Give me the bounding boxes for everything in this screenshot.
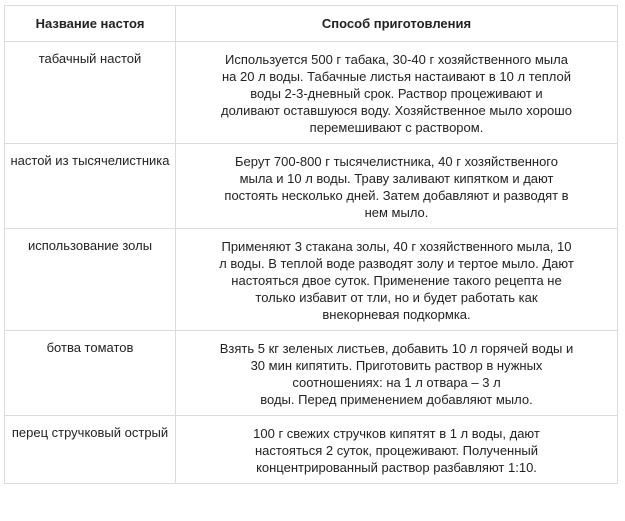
method-line: доливают оставшуюся воду. Хозяйственное … <box>221 103 572 118</box>
table-row: использование золы Применяют 3 стакана зо… <box>4 228 618 331</box>
header-row: Название настоя Способ приготовления <box>4 5 618 42</box>
table-row: перец стручковый острый 100 г свежих стру… <box>4 415 618 484</box>
infusion-name: табачный настой <box>4 41 176 144</box>
header-name: Название настоя <box>4 5 176 42</box>
method-line: мыла и 10 л воды. Траву заливают кипятко… <box>239 171 554 186</box>
infusion-name: ботва томатов <box>4 330 176 416</box>
method-line: настояться 2 суток, процеживают. Получен… <box>254 443 539 458</box>
method-line: на 20 л воды. Табачные листья настаивают… <box>221 69 571 84</box>
table-row: табачный настой Используется 500 г табака… <box>4 41 618 144</box>
preparation-method: Взять 5 кг зеленых листьев, добавить 10 … <box>175 330 618 416</box>
preparation-method: Используется 500 г табака, 30-40 г хозяй… <box>175 41 618 144</box>
method-line: только избавит от тли, но и будет работа… <box>255 290 538 305</box>
method-line: настояться двое суток. Применение такого… <box>231 273 562 288</box>
method-line: постоять несколько дней. Затем добавляют… <box>224 188 569 203</box>
method-line: Взять 5 кг зеленых листьев, добавить 10 … <box>219 341 574 356</box>
method-line: 100 г свежих стручков кипятят в 1 л воды… <box>253 426 540 441</box>
method-line: воды. Перед применением добавляют мыло. <box>260 392 533 407</box>
header-method: Способ приготовления <box>175 5 618 42</box>
preparation-method: Применяют 3 стакана золы, 40 г хозяйстве… <box>175 228 618 331</box>
method-line: перемешивают с раствором. <box>309 120 484 135</box>
infusions-table: Название настоя Способ приготовления таб… <box>4 5 618 484</box>
preparation-method: Берут 700-800 г тысячелистника, 40 г хоз… <box>175 143 618 229</box>
method-line: Используется 500 г табака, 30-40 г хозяй… <box>225 52 568 67</box>
table-row: ботва томатов Взять 5 кг зеленых листьев,… <box>4 330 618 416</box>
preparation-method: 100 г свежих стручков кипятят в 1 л воды… <box>175 415 618 484</box>
table-row: настой из тысячелистника Берут 700-800 г … <box>4 143 618 229</box>
method-line: нем мыло. <box>364 205 429 220</box>
infusion-name: использование золы <box>4 228 176 331</box>
method-line: концентрированный раствор разбавляют 1:1… <box>256 460 537 475</box>
method-line: внекорневая подкормка. <box>322 307 471 322</box>
method-line: воды 2-3-дневный срок. Раствор процежива… <box>250 86 543 101</box>
infusion-name: перец стручковый острый <box>4 415 176 484</box>
method-line: Берут 700-800 г тысячелистника, 40 г хоз… <box>234 154 558 169</box>
method-line: л воды. В теплой воде разводят золу и те… <box>219 256 574 271</box>
method-line: 30 мин кипятить. Приготовить раствор в н… <box>250 358 543 373</box>
method-line: Применяют 3 стакана золы, 40 г хозяйстве… <box>221 239 572 254</box>
method-line: соотношениях: на 1 л отвара – 3 л <box>292 375 501 390</box>
infusion-name: настой из тысячелистника <box>4 143 176 229</box>
